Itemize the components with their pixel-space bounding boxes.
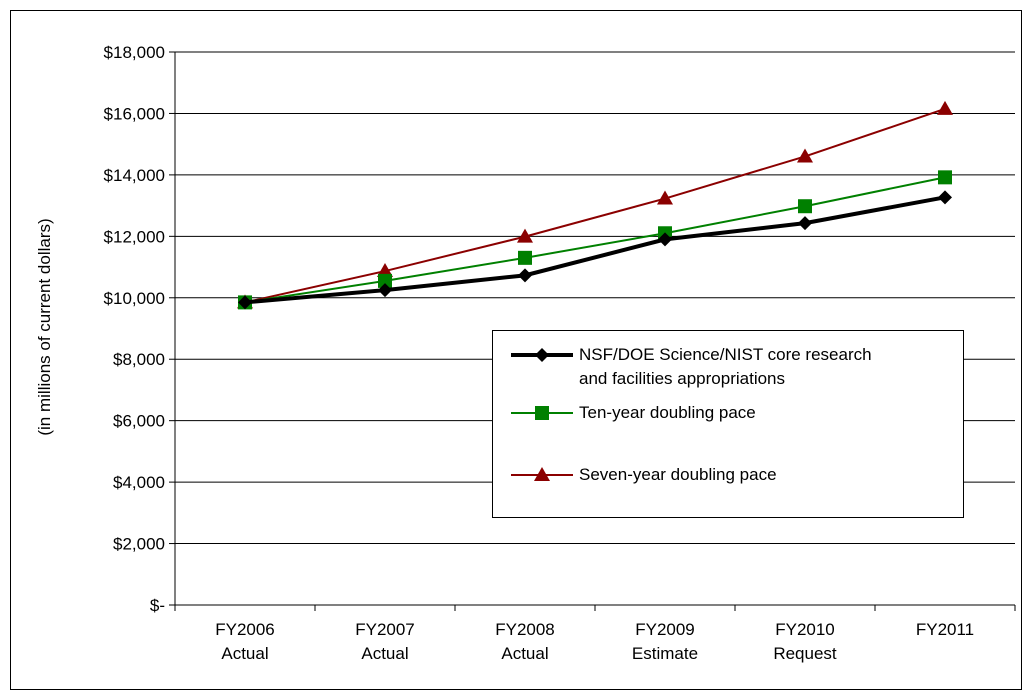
data-point-triangle [657,190,673,205]
legend-swatch-diamond-icon [511,348,573,362]
legend-entry-core-research: NSF/DOE Science/NIST core research and f… [493,343,963,393]
legend: NSF/DOE Science/NIST core research and f… [492,330,964,518]
y-axis-title: (in millions of current dollars) [35,218,54,435]
y-tick-label: $8,000 [113,350,165,369]
data-point-diamond [518,268,532,283]
y-tick-label: $16,000 [104,104,165,123]
y-tick-label: $14,000 [104,166,165,185]
legend-label-ten-year: Ten-year doubling pace [579,403,756,422]
data-point-diamond [798,216,812,231]
legend-entry-ten-year: Ten-year doubling pace [493,401,963,451]
x-tick-label: FY2010 Request [773,620,837,663]
y-tick-label: $12,000 [104,227,165,246]
legend-swatch-triangle-icon [511,467,573,481]
y-tick-label: $4,000 [113,473,165,492]
axes [174,52,1015,606]
y-axis-ticks: $- $2,000 $4,000 $6,000 $8,000 $10,000 $12,000… [104,43,175,615]
data-point-diamond [238,295,252,310]
data-point-diamond [378,283,392,298]
series-line [244,195,946,305]
x-tick-label: FY2007 Actual [355,620,415,663]
series-line [244,107,946,304]
data-point-square [798,199,812,214]
data-point-square [378,273,392,288]
x-tick-label: FY2008 Actual [495,620,555,663]
series-group [237,100,953,310]
data-point-diamond [938,190,952,205]
y-tick-label: $6,000 [113,412,165,431]
y-tick-label: $10,000 [104,289,165,308]
y-tick-label: $- [150,596,165,615]
data-point-triangle [377,263,393,278]
y-tick-label: $18,000 [104,43,165,62]
legend-label-seven-year: Seven-year doubling pace [579,465,777,484]
x-axis-ticks: FY2006 Actual FY2007 Actual FY2008 Actual FY20… [174,605,1016,663]
data-point-triangle [797,148,813,163]
data-point-triangle [937,100,953,115]
data-point-square [938,170,952,185]
legend-label-core-research: NSF/DOE Science/NIST core research and f… [579,345,872,388]
legend-swatch-square-icon [511,406,573,420]
x-tick-label: FY2006 Actual [215,620,275,663]
y-tick-label: $2,000 [113,535,165,554]
data-point-square [518,250,532,265]
legend-entry-seven-year: Seven-year doubling pace [493,463,963,513]
data-point-diamond [658,232,672,247]
x-tick-label: FY2009 Estimate [632,620,698,663]
data-point-triangle [517,228,533,243]
series-line [244,176,946,304]
x-tick-label: FY2011 [916,620,974,639]
